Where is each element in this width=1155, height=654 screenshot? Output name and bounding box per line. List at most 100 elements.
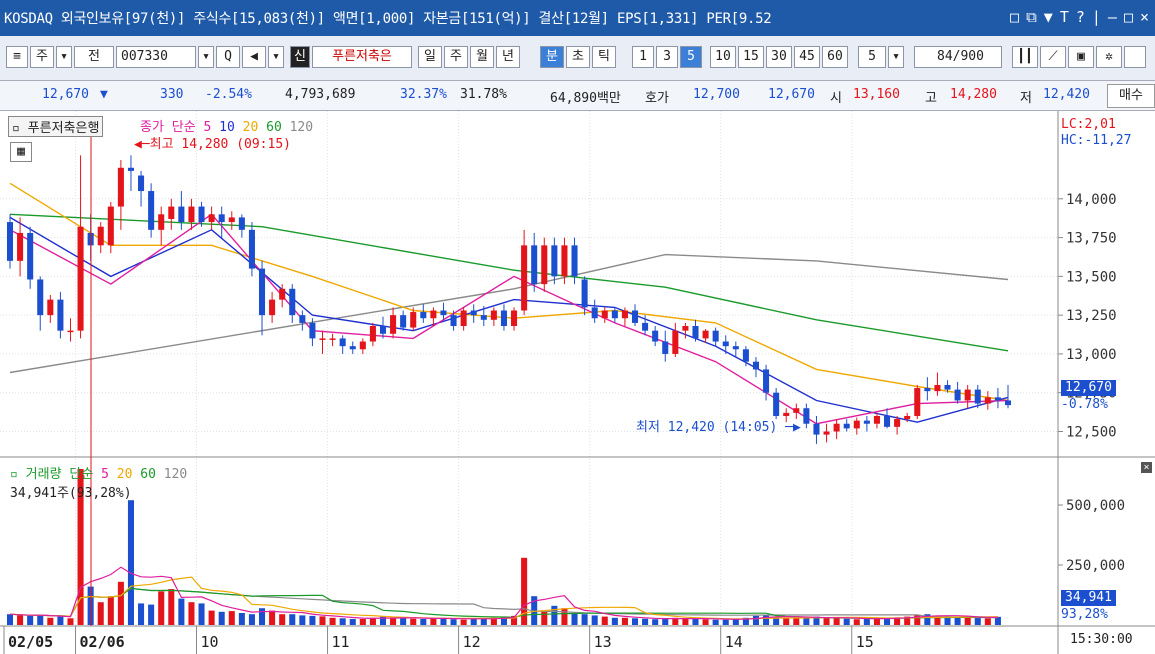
vol-legend-ma60[interactable]: 60 (140, 467, 156, 482)
search-icon[interactable]: Q (216, 46, 240, 68)
candle-body (57, 299, 64, 331)
pin-icon[interactable]: ▼ (1043, 8, 1053, 26)
volume-bar (611, 617, 618, 625)
period-month-button[interactable]: 월 (470, 46, 494, 68)
candle-body (863, 420, 870, 424)
bid-price: 12,670 (768, 87, 815, 102)
volume-bar (541, 610, 548, 625)
toolbar: ≡ 주 ▾ 전 007330 ▾ Q ◀ ▾ 신 푸른저축은 일 주 월 년 분… (0, 36, 1155, 81)
current-change-tag: -0.78% (1061, 397, 1108, 412)
candle-body (450, 315, 457, 327)
y-tick-label: 13,250 (1066, 308, 1117, 324)
save-icon[interactable]: ▣ (1068, 46, 1094, 68)
interval-15-button[interactable]: 15 (738, 46, 764, 68)
volume-current-text: 34,941주(93,28%) (10, 486, 132, 501)
period-day-button[interactable]: 일 (418, 46, 442, 68)
candle-body (27, 232, 34, 280)
ask-price: 12,700 (693, 87, 740, 102)
layout-icon[interactable]: □ (1010, 8, 1020, 26)
font-icon[interactable]: T (1059, 8, 1069, 26)
candle-body (218, 214, 225, 223)
vol-legend-ma5[interactable]: 5 (101, 467, 109, 482)
ma10-line (9, 216, 1009, 423)
chevron-down-icon[interactable]: ▾ (56, 46, 72, 68)
legend-ma20[interactable]: 20 (242, 120, 259, 135)
ma120-line (9, 253, 1009, 374)
volume-bar (561, 608, 568, 625)
help-icon[interactable]: ? (1075, 8, 1085, 26)
volume-bar (339, 618, 346, 625)
stock-name-field[interactable]: 푸른저축은 (312, 46, 412, 68)
volume-bar (500, 616, 507, 625)
candle-body (400, 315, 407, 328)
table-icon[interactable]: ▦ (10, 142, 32, 162)
max-annotation: ◀─최고 14,280 (09:15) (134, 137, 291, 152)
candle-body (440, 310, 447, 316)
buy-button[interactable]: 매수 (1107, 84, 1155, 108)
candle-body (500, 310, 507, 327)
chart-canvas[interactable]: 14,00013,75013,50013,25013,00012,75012,5… (0, 111, 1155, 654)
volume-bar (138, 603, 145, 625)
legend-ma120[interactable]: 120 (289, 120, 314, 135)
period-tick-button[interactable]: 틱 (592, 46, 616, 68)
legend-ma5[interactable]: 5 (203, 120, 212, 135)
period-week-button[interactable]: 주 (444, 46, 468, 68)
legend-ma10[interactable]: 10 (219, 120, 235, 135)
restore-icon[interactable]: ⧉ (1026, 8, 1037, 26)
count-select[interactable]: 5 (858, 46, 886, 68)
interval-5-button[interactable]: 5 (680, 46, 702, 68)
interval-1-button[interactable]: 1 (632, 46, 654, 68)
interval-30-button[interactable]: 30 (766, 46, 792, 68)
volume-bar (863, 619, 870, 625)
candle-body (77, 226, 84, 331)
market-type-button[interactable]: 주 (30, 46, 54, 68)
period-minute-button[interactable]: 분 (540, 46, 564, 68)
open-label: 시 (830, 91, 842, 106)
panel-close-icon[interactable]: × (1141, 462, 1152, 473)
stock-label[interactable]: ▫ 푸른저축은행 (8, 116, 104, 137)
y-axis-ticks: 14,00013,75013,50013,25013,00012,75012,5… (1058, 192, 1125, 574)
candle-body (793, 408, 800, 413)
volume-bar (783, 617, 790, 625)
volume-bar (652, 619, 659, 625)
vol-legend-ma20[interactable]: 20 (116, 467, 133, 482)
menu-icon[interactable]: ≡ (6, 46, 28, 68)
period-second-button[interactable]: 초 (566, 46, 590, 68)
candle-body (97, 226, 104, 246)
close-icon[interactable]: × (1139, 8, 1149, 26)
volume-bar (329, 617, 336, 625)
y-tick-label: 13,500 (1066, 269, 1117, 285)
volume-bar (621, 617, 628, 625)
interval-10-button[interactable]: 10 (710, 46, 736, 68)
checkbox-icon[interactable] (1124, 46, 1146, 68)
price-legend: 종가 단순 5 10 20 60 120 (140, 116, 313, 135)
volume-bar (732, 619, 739, 625)
count-value[interactable]: 84 (937, 49, 953, 64)
minimize-icon[interactable]: — (1107, 8, 1117, 26)
chevron-down-icon[interactable]: ▾ (198, 46, 214, 68)
all-button[interactable]: 전 (74, 46, 114, 68)
volume-bar (601, 616, 608, 625)
maximize-icon[interactable]: □ (1123, 8, 1133, 26)
count-input[interactable]: 84/900 (914, 46, 1002, 68)
interval-60-button[interactable]: 60 (822, 46, 848, 68)
period-year-button[interactable]: 년 (496, 46, 520, 68)
candle-body (974, 389, 981, 404)
volume-bar (37, 614, 44, 625)
legend-ma60[interactable]: 60 (266, 120, 282, 135)
line-tool-icon[interactable]: ⟋ (1040, 46, 1066, 68)
chevron-down-icon[interactable]: ▾ (268, 46, 284, 68)
candle-body (662, 341, 669, 354)
interval-3-button[interactable]: 3 (656, 46, 678, 68)
gear-icon[interactable]: ✲ (1096, 46, 1122, 68)
speaker-icon[interactable]: ◀ (242, 46, 266, 68)
volume-bar (107, 596, 114, 625)
volume-bar (591, 615, 598, 625)
current-time-label: 15:30:00 (1070, 632, 1133, 647)
candle-type-icon[interactable]: ┃┃ (1012, 46, 1038, 68)
chevron-down-icon[interactable]: ▾ (888, 46, 904, 68)
vol-legend-ma120[interactable]: 120 (163, 467, 188, 482)
x-tick-label: 02/05 (8, 633, 53, 651)
interval-45-button[interactable]: 45 (794, 46, 820, 68)
stock-code-input[interactable]: 007330 (116, 46, 196, 68)
